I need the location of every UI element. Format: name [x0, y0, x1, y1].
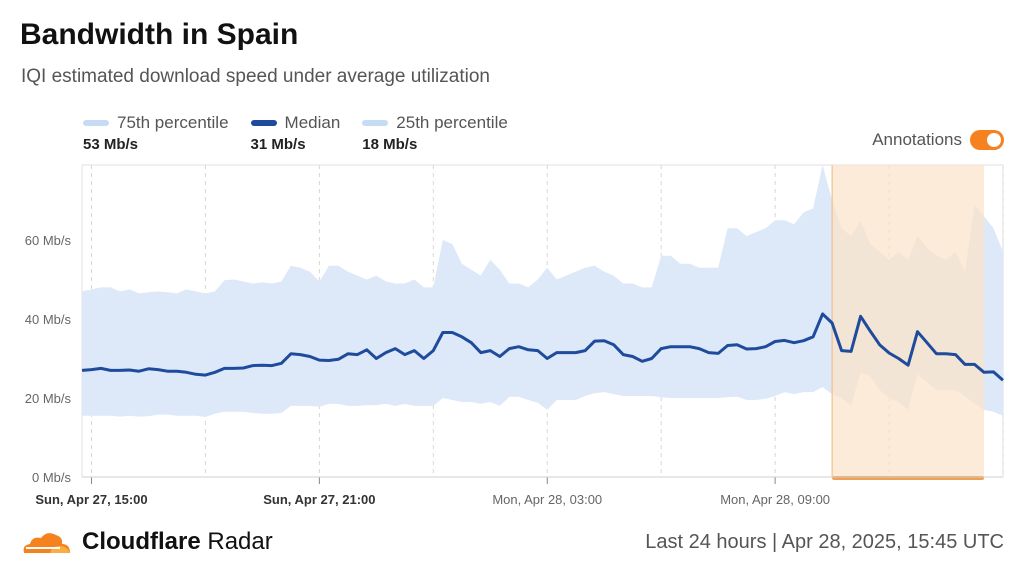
legend-label-median: Median [284, 113, 341, 132]
annotations-toggle[interactable] [970, 130, 1004, 150]
legend-label-75th: 75th percentile [117, 113, 229, 132]
brand-name: Cloudflare Radar [82, 528, 273, 555]
legend-item-median[interactable]: Median 31 Mb/s [250, 113, 341, 153]
percentile-band-area [82, 165, 1003, 417]
x-tick-label: Mon, Apr 28, 03:00 [492, 492, 602, 507]
legend-item-75th[interactable]: 75th percentile 53 Mb/s [83, 113, 229, 153]
legend-swatch-median [250, 120, 277, 126]
legend-item-25th[interactable]: 25th percentile 18 Mb/s [362, 113, 508, 153]
cloudflare-cloud-icon [23, 533, 71, 553]
chart-subtitle: IQI estimated download speed under avera… [21, 66, 490, 87]
y-tick-label: 20 Mb/s [25, 391, 72, 406]
cloudflare-radar-logo: Cloudflare Radar [20, 528, 273, 556]
legend-value-median: 31 Mb/s [250, 136, 306, 153]
x-tick-label: Mon, Apr 28, 09:00 [720, 492, 830, 507]
time-range-text: Last 24 hours | Apr 28, 2025, 15:45 UTC [645, 531, 1004, 553]
median-line [81, 312, 1004, 382]
y-tick-label: 40 Mb/s [25, 312, 72, 327]
legend-value-75th: 53 Mb/s [83, 136, 139, 153]
y-tick-label: 0 Mb/s [32, 470, 72, 485]
chart-title: Bandwidth in Spain [20, 18, 299, 51]
annotation-region [832, 165, 985, 477]
legend-swatch-25th [362, 120, 389, 126]
legend-value-25th: 18 Mb/s [362, 136, 418, 153]
x-tick-label: Sun, Apr 27, 21:00 [263, 492, 375, 507]
legend-label-25th: 25th percentile [396, 113, 508, 132]
annotations-toggle-group: Annotations [872, 130, 1004, 150]
toggle-knob [987, 133, 1001, 147]
x-tick-label: Sun, Apr 27, 15:00 [35, 492, 147, 507]
legend-swatch-75th [83, 120, 109, 126]
y-tick-label: 60 Mb/s [25, 233, 72, 248]
chart-legend: 75th percentile 53 Mb/s Median 31 Mb/s 2… [83, 113, 508, 153]
annotations-label: Annotations [872, 130, 962, 149]
